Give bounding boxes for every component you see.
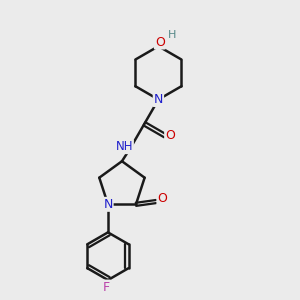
- Text: NH: NH: [116, 140, 133, 153]
- Text: O: O: [158, 192, 167, 205]
- Text: F: F: [103, 280, 110, 294]
- Text: O: O: [165, 129, 175, 142]
- Text: N: N: [103, 198, 112, 211]
- Text: N: N: [154, 93, 163, 106]
- Text: O: O: [155, 35, 165, 49]
- Text: H: H: [167, 30, 176, 40]
